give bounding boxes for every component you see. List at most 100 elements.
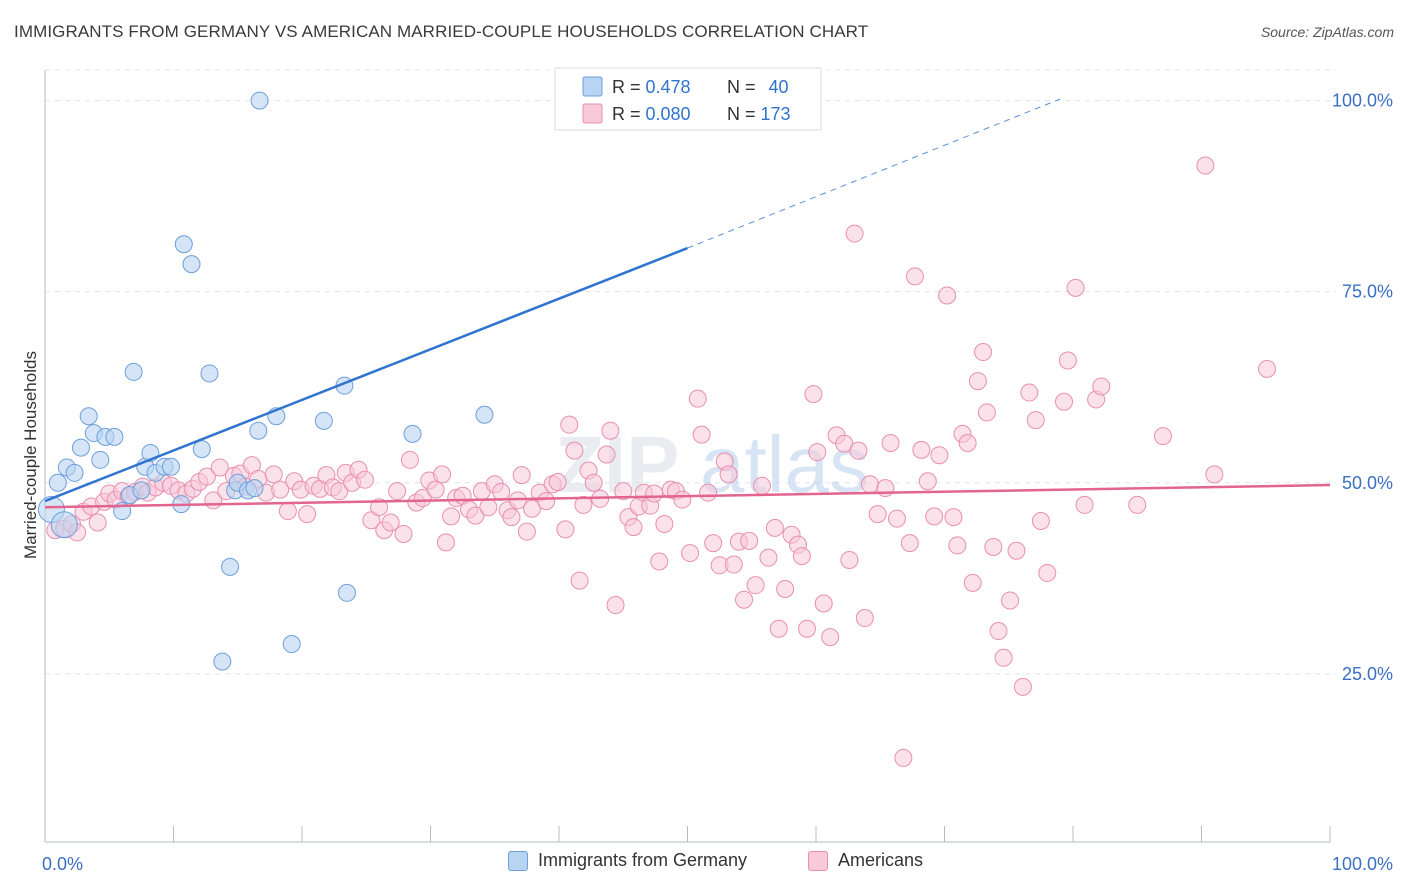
americans-point [887,509,906,528]
americans-point [1026,411,1045,430]
immigrants-point [50,511,78,539]
americans-point [855,609,874,628]
legend-swatch-americans [808,850,828,871]
svg-text:N = 173: N = 173 [727,104,791,124]
grid-lines [45,69,1336,675]
americans-point [614,482,633,501]
americans-point [655,515,674,534]
immigrants-point [132,481,151,500]
y-tick-label: 100.0% [1332,91,1393,111]
immigrants-trend-extension [687,98,1061,249]
americans-point [330,482,349,501]
americans-point [977,403,996,422]
americans-point [724,555,743,574]
americans-point [298,505,317,524]
americans-point [210,458,229,477]
immigrants-point [403,424,422,443]
immigrants-point [174,235,193,254]
americans-point [570,571,589,590]
x-tick-label: 0.0% [42,854,83,874]
americans-point [1055,392,1074,411]
americans-point [584,473,603,492]
legend-swatch-pink [582,103,603,124]
americans-point [963,573,982,592]
americans-point [479,498,498,517]
immigrants-point [124,362,143,381]
americans-point [918,472,937,491]
americans-point [264,465,283,484]
americans-point [753,476,772,495]
americans-point [537,492,556,511]
americans-point [1001,591,1020,610]
americans-point [1031,511,1050,530]
americans-point [413,489,432,508]
americans-point [394,524,413,543]
americans-point [1153,427,1172,446]
legend-label-americans: Americans [838,850,924,870]
americans-point [650,552,669,571]
immigrants-point [250,91,269,110]
americans-point [984,537,1003,556]
americans-point [381,513,400,532]
legend-n-value-pink: 173 [761,104,791,124]
immigrants-point [48,473,67,492]
americans-point [436,533,455,552]
immigrants-point [161,457,180,476]
americans-point [735,590,754,609]
americans-point [548,472,567,491]
americans-point [974,343,993,362]
americans-point [1128,495,1147,514]
americans-point [565,441,584,460]
legend-box: R = 0.478 N = 40 R = 0.080 N = 173 [554,67,822,131]
americans-point [808,443,827,462]
americans-point [719,465,738,484]
immigrants-point [475,405,494,424]
americans-point [1066,278,1085,297]
americans-trend-line [44,483,1331,509]
americans-point [442,507,461,526]
immigrants-point [200,364,219,383]
immigrants-point [314,411,333,430]
immigrants-point [282,635,301,654]
americans-point [958,434,977,453]
immigrants-point [91,450,110,469]
legend-swatch-blue [582,76,603,97]
americans-point [1205,465,1224,484]
americans-point [792,547,811,566]
americans-point [1038,563,1057,582]
axes [44,70,1331,843]
immigrants-points [37,91,494,671]
americans-point [849,441,868,460]
legend-n-label-blue: N = [727,77,761,97]
legend-r-value-blue: 0.478 [646,77,691,97]
legend-item-americans[interactable]: Americans [808,850,923,871]
americans-point [759,548,778,567]
y-tick-label: 25.0% [1342,664,1393,684]
immigrants-point [79,407,98,426]
americans-point [1258,359,1277,378]
americans-point [197,467,216,486]
americans-point [804,385,823,404]
americans-point [624,518,643,537]
americans-point [388,482,407,501]
americans-point [278,502,297,521]
legend-r-value-pink: 0.080 [646,104,691,124]
americans-point [688,389,707,408]
americans-point [681,544,700,563]
americans-point [400,450,419,469]
source-credit: Source: ZipAtlas.com [1260,24,1394,40]
americans-point [860,475,879,494]
legend-item-immigrants[interactable]: Immigrants from Germany [508,850,747,871]
americans-point [523,499,542,518]
americans-point [968,372,987,391]
bottom-legend: Immigrants from Germany Americans [0,850,1406,880]
americans-point [370,498,389,517]
legend-swatch-immigrants [508,850,528,871]
americans-point [355,470,374,489]
americans-point [938,286,957,305]
immigrants-point [221,557,240,576]
americans-point [894,748,913,767]
immigrants-point [192,440,211,459]
americans-point [925,507,944,526]
y-tick-label: 75.0% [1342,282,1393,302]
